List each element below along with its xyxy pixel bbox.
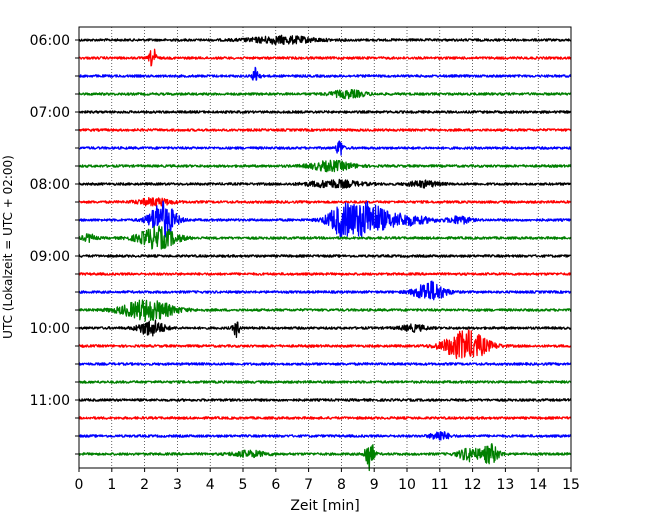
x-tick-label: 11 [431, 477, 449, 493]
trace-0645 [78, 88, 572, 100]
trace-1045 [78, 380, 572, 384]
x-tick-label: 13 [496, 477, 514, 493]
x-tick-label: 8 [337, 477, 346, 493]
trace-0600 [78, 34, 572, 46]
x-axis-title: Zeit [min] [290, 498, 359, 514]
trace-0845 [78, 225, 572, 250]
x-tick-label: 10 [398, 477, 416, 493]
trace-1100 [78, 398, 572, 402]
x-tick-label: 2 [140, 477, 149, 493]
y-tick-label: 11:00 [30, 393, 70, 409]
trace-0800 [78, 178, 572, 189]
trace-0615 [78, 48, 572, 67]
trace-1000 [78, 319, 572, 339]
x-tick-label: 3 [173, 477, 182, 493]
x-tick-label: 9 [370, 477, 379, 493]
y-tick-label: 09:00 [30, 249, 70, 265]
trace-1015 [78, 329, 572, 360]
plot-frame [78, 26, 572, 469]
trace-1145 [78, 443, 572, 472]
trace-0830 [78, 200, 572, 239]
x-tick-label: 14 [529, 477, 547, 493]
y-axis-title: UTC (Lokalzeit = UTC + 02:00) [1, 155, 15, 339]
x-axis: 0 1 2 3 4 5 6 7 8 9 10 11 12 13 14 15 [75, 468, 580, 493]
trace-0815 [78, 196, 572, 208]
y-tick-label: 10:00 [30, 321, 70, 337]
y-tick-label: 08:00 [30, 177, 70, 193]
x-tick-label: 4 [206, 477, 215, 493]
x-tick-label: 7 [304, 477, 313, 493]
trace-0630 [78, 66, 572, 81]
trace-0745 [78, 159, 572, 173]
x-tick-label: 15 [562, 477, 580, 493]
trace-0730 [78, 140, 572, 156]
y-tick-label: 07:00 [30, 105, 70, 121]
x-tick-label: 1 [107, 477, 116, 493]
trace-0900 [78, 254, 572, 258]
x-tick-label: 12 [464, 477, 482, 493]
trace-1130 [78, 431, 572, 441]
trace-0945 [78, 299, 572, 322]
x-tick-label: 0 [75, 477, 84, 493]
trace-0700 [78, 110, 572, 114]
x-tick-label: 5 [239, 477, 248, 493]
trace-0915 [78, 272, 572, 276]
y-tick-label: 06:00 [30, 33, 70, 49]
trace-1115 [78, 416, 572, 420]
trace-0930 [78, 280, 572, 301]
trace-0715 [78, 128, 572, 132]
y-axis: 06:00 07:00 08:00 09:00 10:00 11:00 [30, 33, 79, 455]
seismic-traces [78, 34, 572, 472]
trace-1030 [78, 362, 572, 366]
x-tick-label: 6 [271, 477, 280, 493]
